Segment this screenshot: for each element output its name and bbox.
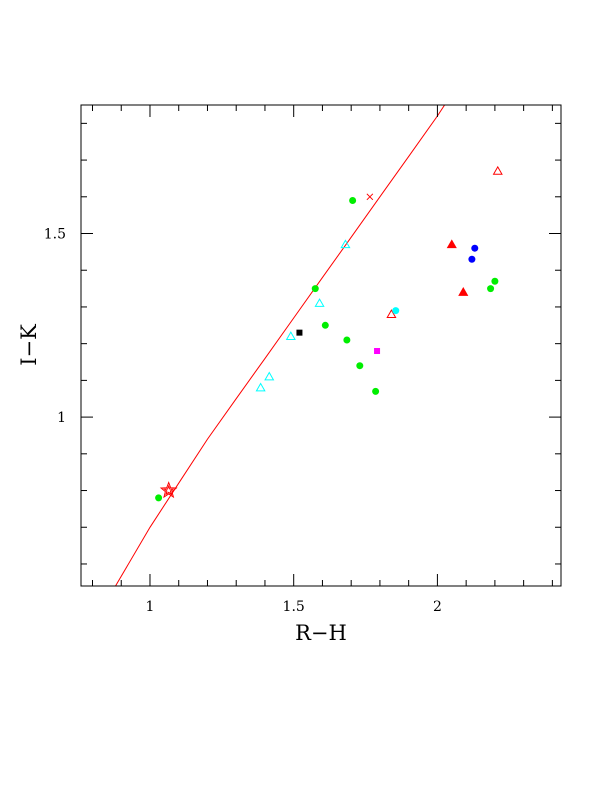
data-point-circle-filled-green <box>155 494 163 502</box>
data-point-triangle-filled-red <box>446 239 457 249</box>
data-point-square-filled-magenta <box>374 348 381 355</box>
x-tick-label: 2 <box>433 599 442 615</box>
data-point-cross-red <box>366 193 374 201</box>
y-tick-label: 1.5 <box>44 227 66 243</box>
data-point-star-open-red <box>159 481 178 499</box>
data-point-star-inner <box>163 484 175 496</box>
data-point-triangle-open-cyan <box>340 239 351 249</box>
plot-frame <box>80 104 562 587</box>
data-point-triangle-open-red <box>386 309 397 318</box>
data-point-circle-filled-green <box>487 285 495 293</box>
data-point-circle-filled-green <box>343 336 351 344</box>
data-point-circle-filled-green <box>372 387 380 395</box>
data-point-triangle-open-cyan <box>255 382 266 392</box>
x-tick-label: 1.5 <box>283 599 305 615</box>
data-point-circle-filled-cyan <box>392 307 400 315</box>
data-point-triangle-open-red <box>492 165 503 175</box>
data-point-triangle-open-cyan <box>314 298 325 307</box>
data-point-circle-filled-blue <box>468 255 476 263</box>
data-point-circle-filled-green <box>321 321 329 329</box>
y-axis-label: I−K <box>17 324 41 366</box>
x-axis-label: R−H <box>295 621 347 645</box>
data-point-circle-filled-green <box>311 285 319 293</box>
data-point-circle-filled-green <box>491 277 499 285</box>
data-point-square-filled-black <box>296 329 303 336</box>
x-tick-label: 1 <box>146 599 155 615</box>
data-point-circle-filled-green <box>349 196 357 204</box>
data-point-circle-filled-green <box>356 362 364 370</box>
data-point-triangle-filled-red <box>458 287 469 296</box>
data-point-triangle-open-cyan <box>264 371 275 381</box>
y-tick-label: 1 <box>57 410 66 426</box>
model-curve <box>115 105 446 586</box>
data-point-circle-filled-blue <box>471 244 479 252</box>
data-point-triangle-open-cyan <box>285 331 296 340</box>
